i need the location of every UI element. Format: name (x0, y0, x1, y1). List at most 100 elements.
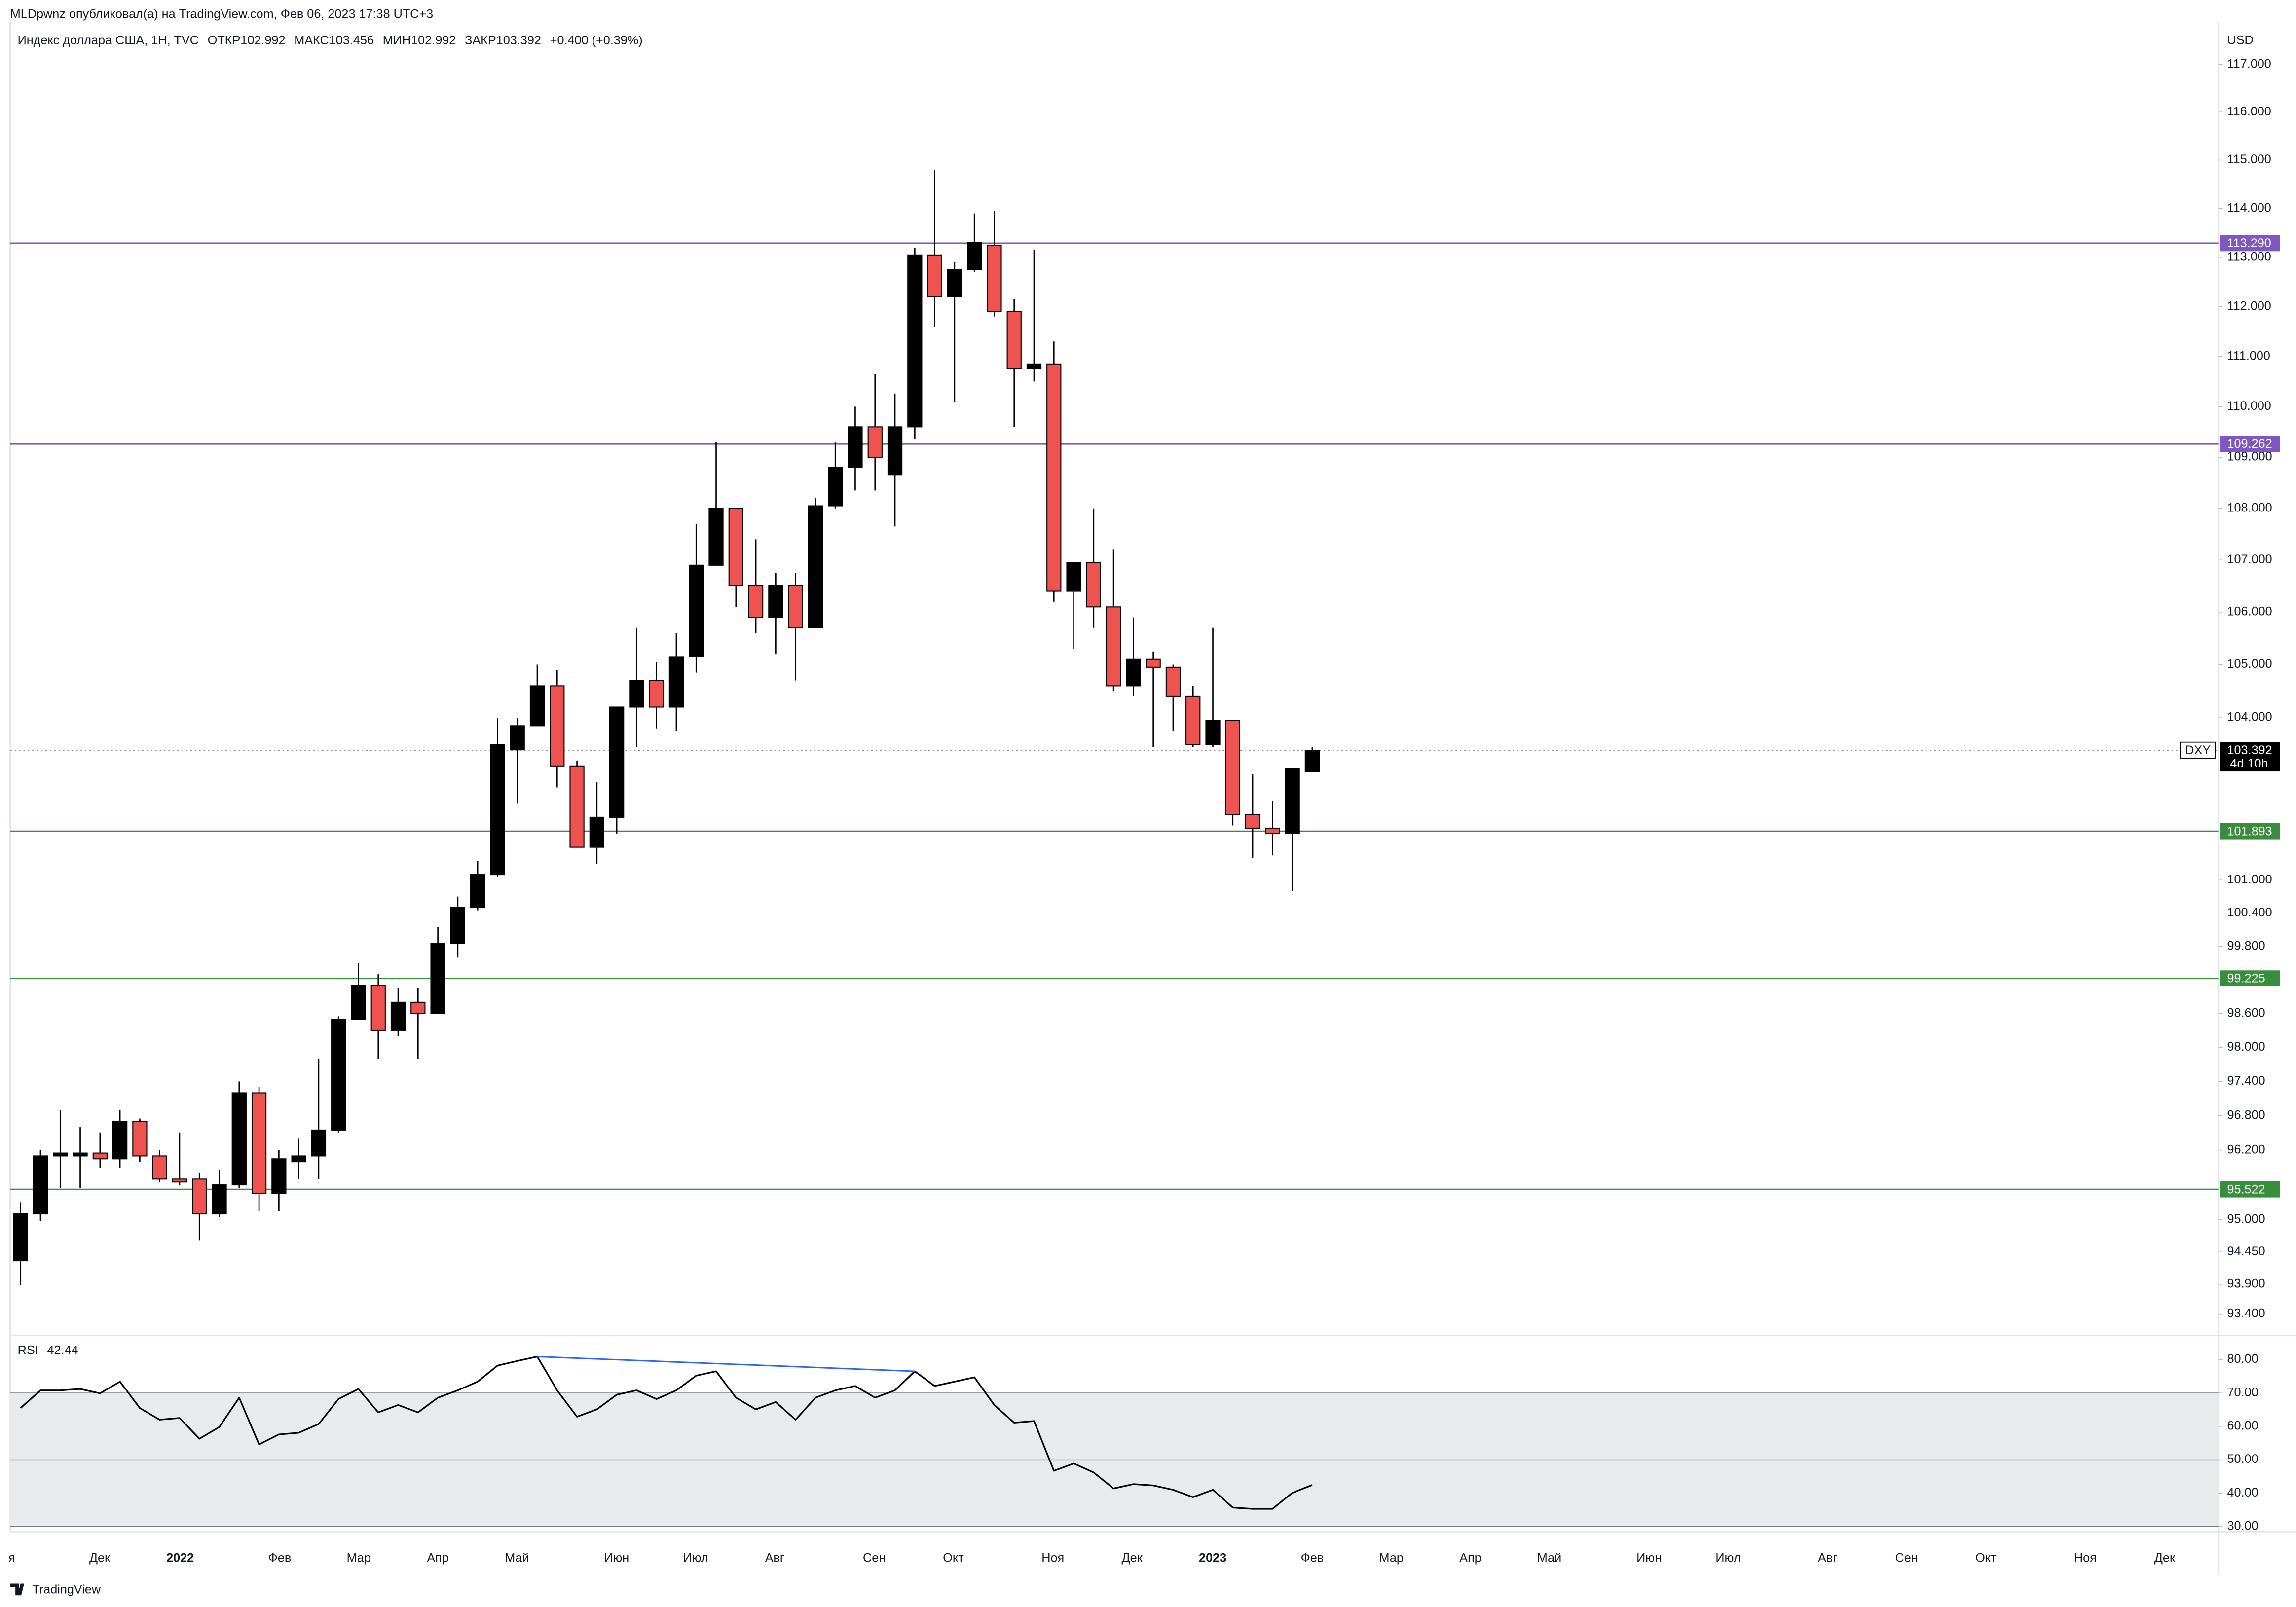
candle-body (887, 426, 903, 476)
rsi-line (20, 1355, 1313, 1510)
candle-body (728, 508, 743, 587)
x-tick-label: я (8, 1551, 15, 1565)
y-tick-label: 107.000 (2227, 552, 2272, 566)
y-tick-label: 115.000 (2227, 152, 2271, 166)
candle-body (1265, 827, 1280, 835)
x-tick-label: Ноя (1041, 1551, 1064, 1565)
candle-body (1285, 768, 1300, 835)
x-tick-label: Окт (943, 1551, 964, 1565)
candle-body (1066, 562, 1081, 592)
y-tick-label: 113.000 (2227, 250, 2271, 263)
level-label-bg (2220, 823, 2280, 840)
y-tick-label: 94.450 (2227, 1244, 2265, 1258)
candle-body (1026, 363, 1042, 370)
divergence-line (537, 1355, 915, 1372)
level-label: 95.522 (2227, 1182, 2265, 1196)
legend-value: 103.392 (496, 34, 541, 47)
candle-body (1106, 606, 1121, 687)
candle-body (192, 1178, 207, 1215)
x-tick-label: Дек (89, 1551, 111, 1565)
x-tick-label: 2022 (166, 1551, 194, 1565)
candle-body (1046, 363, 1062, 592)
candle-body (33, 1155, 48, 1215)
x-tick-label: 2023 (1199, 1551, 1226, 1565)
y-tick-label: 109.000 (2227, 450, 2272, 464)
candle-body (927, 254, 942, 297)
candle-body (291, 1155, 306, 1163)
candle-body (172, 1178, 187, 1183)
y-tick-label: 106.000 (2227, 605, 2272, 619)
candle-body (390, 1001, 406, 1031)
candle-body (132, 1121, 148, 1157)
y-tick-label: 101.000 (2227, 873, 2272, 886)
candle-body (251, 1092, 267, 1194)
candle-body (212, 1184, 227, 1215)
candle-body (1165, 666, 1181, 697)
candle-body (231, 1092, 247, 1186)
y-tick-label: 97.400 (2227, 1074, 2265, 1088)
candle-body (92, 1152, 108, 1160)
level-label: 101.893 (2227, 824, 2272, 838)
y-tick-label: 96.800 (2227, 1108, 2265, 1122)
legend-label: ОТКР (208, 34, 241, 47)
candle-body (271, 1158, 287, 1194)
candle-body (768, 585, 783, 618)
candle-body (609, 706, 625, 818)
candle-body (1126, 658, 1141, 687)
level-label-bg (2220, 1181, 2280, 1198)
y-tick-label: 111.000 (2227, 349, 2270, 363)
rsi-last-value: 42.44 (47, 1343, 78, 1357)
x-tick-label: Сен (1895, 1551, 1918, 1565)
y-tick-label: 100.400 (2227, 906, 2272, 919)
y-tick-label: 114.000 (2227, 201, 2271, 215)
candle-body (947, 269, 963, 297)
candle-body (1205, 720, 1221, 745)
candle-body (351, 985, 366, 1020)
attribution: MLDpwnz опубликовал(а) на TradingView.co… (10, 7, 433, 21)
candle-body (1006, 311, 1022, 370)
level-label-bg (2220, 436, 2280, 452)
candle-body (1225, 720, 1240, 815)
candle-body (529, 685, 545, 727)
x-tick-label: Май (1537, 1551, 1561, 1565)
x-tick-label: Июл (1715, 1551, 1741, 1565)
legend-value: 103.456 (329, 34, 374, 47)
candle-body (450, 907, 466, 945)
legend-label: ЗАКР (465, 34, 496, 47)
level-label-bg (2220, 235, 2280, 252)
candle-body (13, 1213, 28, 1262)
candle-body (430, 943, 445, 1014)
brand-name: TradingView (32, 1583, 101, 1597)
level-label-bg (2220, 970, 2280, 986)
candle-body (550, 685, 565, 767)
y-tick-label: 116.000 (2227, 105, 2271, 118)
symbol-bg (2180, 741, 2216, 759)
x-tick-label: Ноя (2074, 1551, 2097, 1565)
candle-body (510, 725, 525, 751)
candle-body (788, 585, 803, 628)
x-tick-label: Май (505, 1551, 529, 1565)
candle-body (311, 1129, 327, 1157)
candle-body (370, 985, 386, 1031)
candle-body (470, 874, 485, 909)
candle-body (331, 1019, 346, 1131)
x-tick-label: Дек (2154, 1551, 2176, 1565)
candle-body (53, 1152, 68, 1157)
x-tick-label: Мар (1379, 1551, 1404, 1565)
brand-logo (10, 1583, 24, 1596)
candle-body (828, 467, 843, 507)
y-tick-label: 104.000 (2227, 710, 2272, 724)
x-tick-label: Авг (1818, 1551, 1837, 1565)
last-price-label: 103.392 (2227, 743, 2272, 757)
candle-body (629, 680, 644, 708)
y-tick-label: 108.000 (2227, 501, 2272, 514)
y-tick-label: 112.000 (2227, 299, 2271, 313)
x-tick-label: Авг (765, 1551, 784, 1565)
candle-body (867, 426, 883, 458)
candle-body (668, 656, 684, 708)
brand: TradingView (10, 1583, 101, 1597)
level-label: 113.290 (2227, 236, 2271, 250)
rsi-y-tick-label: 80.00 (2227, 1352, 2258, 1366)
